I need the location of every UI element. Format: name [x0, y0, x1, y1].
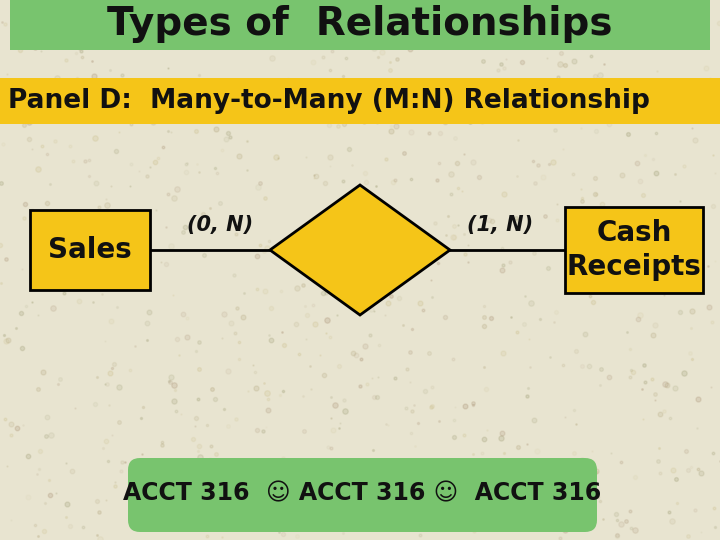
Bar [0, 78, 720, 124]
Text: (0, N): (0, N) [187, 215, 253, 235]
Text: ACCT 316  ☺ ACCT 316 ☺  ACCT 316: ACCT 316 ☺ ACCT 316 ☺ ACCT 316 [123, 481, 601, 505]
Bar [565, 207, 703, 293]
Text: Cash
Receipts: Cash Receipts [567, 219, 701, 281]
Text: Sales: Sales [48, 236, 132, 264]
Text: Types of  Relationships: Types of Relationships [107, 5, 613, 43]
Polygon shape [270, 185, 450, 315]
FancyBboxPatch shape [128, 458, 597, 532]
Bar [30, 210, 150, 290]
Bar [10, 0, 710, 50]
Text: (1, N): (1, N) [467, 215, 533, 235]
Text: Panel D:  Many-to-Many (M:N) Relationship: Panel D: Many-to-Many (M:N) Relationship [8, 88, 650, 114]
